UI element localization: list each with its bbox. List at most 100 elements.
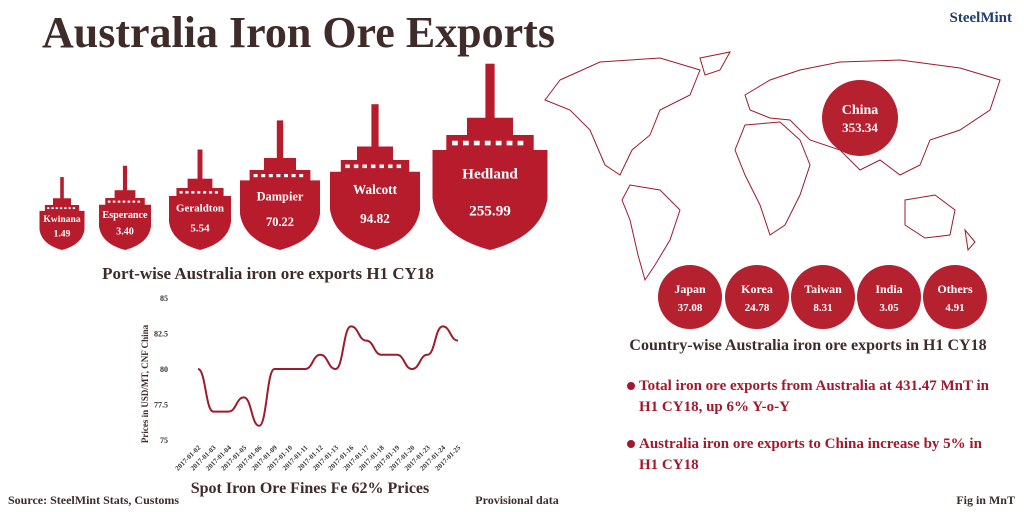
ship-window [132, 200, 136, 203]
country-label: China [842, 103, 879, 118]
ship [169, 149, 231, 250]
country-value: 37.08 [678, 302, 703, 314]
ship-window [127, 200, 131, 203]
ship-window [107, 200, 111, 203]
chart-title: Port-wise Australia iron ore exports H1 … [102, 264, 434, 283]
y-tick-label: 80 [160, 365, 168, 374]
ship [432, 63, 548, 250]
ship-window [452, 140, 458, 146]
country-value: 8.31 [813, 302, 832, 314]
country-circle [658, 265, 722, 329]
ship-window [68, 207, 71, 210]
country-label: Taiwan [804, 282, 842, 296]
ship-window [370, 164, 376, 169]
country-label: Others [937, 282, 973, 296]
ship-hull [99, 204, 151, 250]
country-circle [857, 265, 921, 329]
y-axis-label: Prices in USD/MT, CNF China [140, 324, 150, 443]
ship-hull [330, 171, 420, 250]
country-circle [923, 265, 987, 329]
ship-window [268, 174, 273, 178]
y-tick-label: 82.5 [154, 330, 168, 339]
ship-mast [197, 149, 203, 180]
ship-window [284, 174, 288, 178]
world-map [544, 51, 1001, 282]
ship-window [291, 174, 296, 178]
ship-window [473, 140, 480, 146]
ship-window [484, 140, 491, 146]
ship-window [64, 207, 67, 210]
y-tick-label: 75 [160, 436, 168, 445]
ship-mast [122, 165, 128, 191]
ship-window [197, 191, 201, 194]
country-circle [822, 80, 898, 156]
ship-window [191, 191, 195, 194]
ship-window [59, 207, 63, 210]
ship-bridge [187, 178, 213, 189]
ship-window [495, 140, 502, 146]
ship-window [112, 200, 116, 203]
port-value: 94.82 [360, 211, 390, 226]
port-value: 3.40 [116, 226, 134, 237]
ship-bridge [357, 146, 393, 161]
ship-window [179, 191, 183, 194]
chart-title: Spot Iron Ore Fines Fe 62% Prices [191, 480, 430, 497]
ship-window [517, 140, 524, 146]
ship-window [203, 191, 207, 194]
country-value: 353.34 [842, 120, 878, 135]
ship-window [396, 164, 402, 169]
ship [330, 104, 420, 250]
ship-window [185, 191, 189, 194]
note: Australia iron ore exports to China incr… [627, 434, 989, 476]
port-value: 1.49 [54, 229, 71, 240]
ship-hull [240, 180, 320, 250]
ship-window [72, 207, 76, 210]
country-label: India [875, 282, 902, 296]
ship-window [51, 207, 54, 210]
ship-mast [60, 177, 64, 199]
port-label: Walcott [353, 182, 398, 197]
price-line [197, 325, 459, 427]
port-value: 255.99 [469, 203, 511, 220]
ship-mast [371, 104, 379, 148]
source: Source: SteelMint Stats, Customs [8, 493, 179, 507]
ship-hull [39, 210, 85, 250]
ship-bridge [53, 198, 71, 206]
ship [240, 120, 320, 250]
ship-window [353, 164, 359, 169]
ship-window [276, 174, 281, 178]
ship-window [214, 191, 218, 194]
country-value: 4.91 [945, 302, 964, 314]
ship-window [379, 164, 384, 169]
logo: SteelMint [950, 10, 1012, 26]
ship-window [345, 164, 350, 169]
ship-window [117, 200, 121, 203]
country-label: Japan [674, 282, 706, 296]
port-label: Geraldton [176, 203, 224, 215]
ship-bridge [467, 117, 513, 137]
ship-window [253, 174, 258, 178]
ship-window [299, 174, 304, 178]
ship-mast [485, 63, 495, 119]
port-label: Kwinana [43, 214, 81, 225]
ship-window [208, 191, 213, 194]
ship [99, 165, 151, 250]
ship-window [506, 140, 513, 146]
chart-title: Country-wise Australia iron ore exports … [629, 337, 986, 354]
port-label: Hedland [462, 166, 518, 183]
page-title: Australia Iron Ore Exports [42, 8, 555, 57]
country-circle [725, 265, 789, 329]
port-value: 5.54 [190, 222, 210, 234]
country-label: Korea [741, 282, 773, 296]
ship-window [261, 174, 266, 178]
ship [39, 177, 85, 250]
ship-window [55, 207, 58, 210]
ship-hull [432, 149, 548, 250]
ship-window [388, 164, 393, 169]
ship-window [362, 164, 367, 169]
country-circle [791, 265, 855, 329]
y-tick-label: 85 [160, 294, 168, 303]
ship-window [47, 207, 50, 210]
